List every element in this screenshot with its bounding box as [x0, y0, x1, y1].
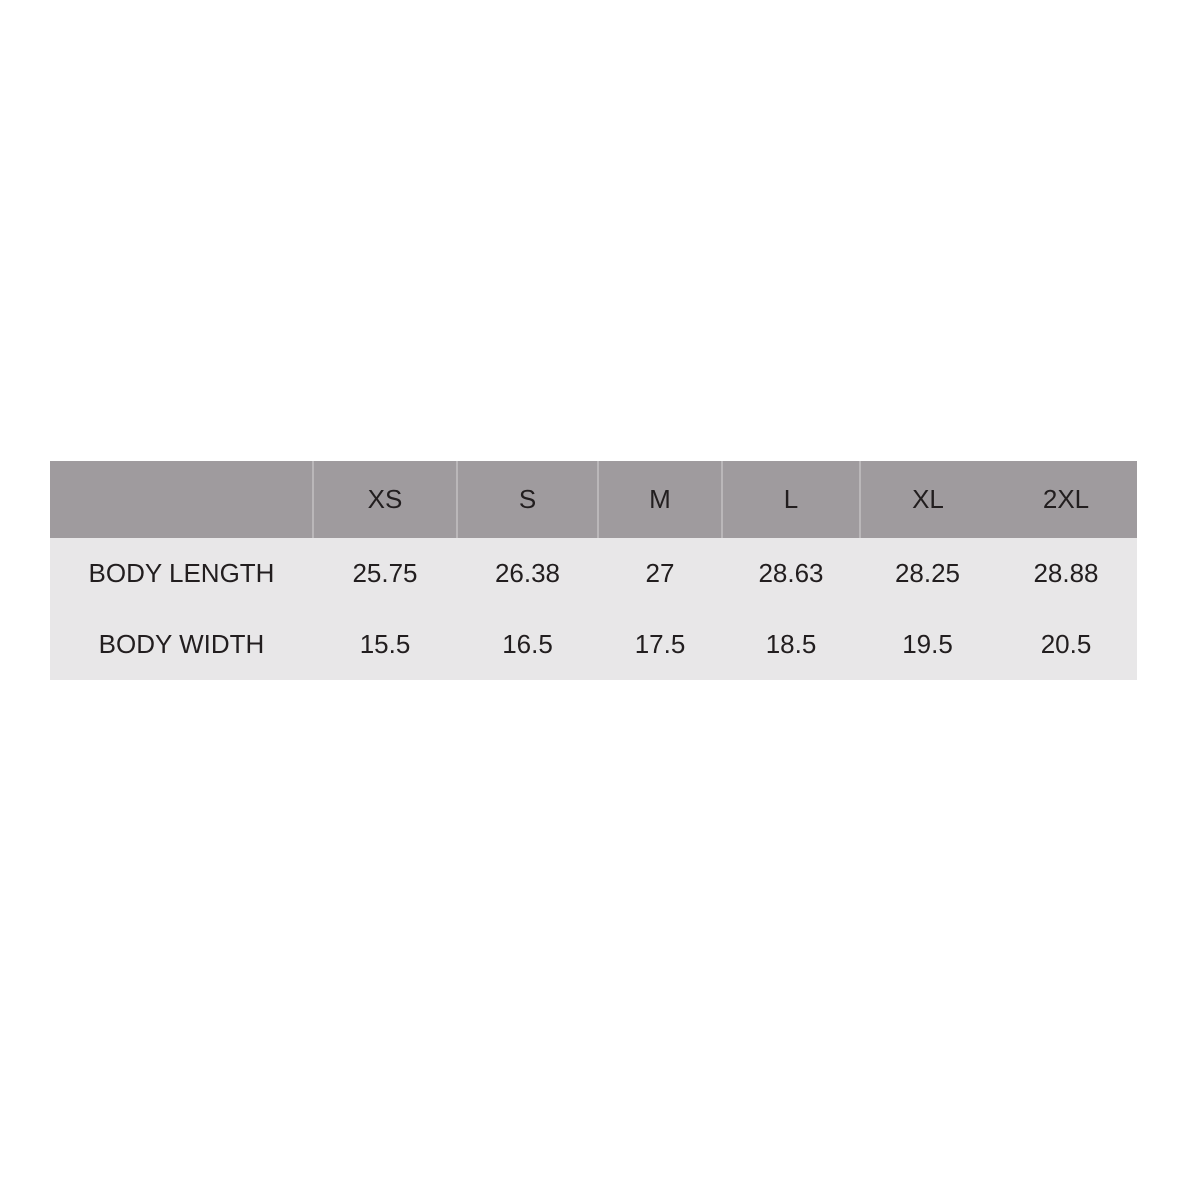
body-width-m-value: 17.5 — [634, 629, 686, 659]
size-chart: XS S M L XL 2XL BODY LENGTH 25.75 26.38 … — [50, 461, 1137, 680]
body-length-xl-value: 28.25 — [894, 558, 961, 588]
body-width-xl-value: 19.5 — [902, 629, 953, 659]
body-length-l-value: 28.63 — [758, 558, 824, 588]
body-width-2xl-value: 20.5 — [1040, 629, 1092, 659]
size-column-header-xs: XS — [312, 461, 457, 538]
table-row-body-width: BODY WIDTH 15.5 16.5 17.5 18.5 19.5 20.5 — [50, 609, 1137, 680]
row-label-body-width: BODY WIDTH — [98, 629, 265, 659]
row-label-body-length: BODY LENGTH — [88, 558, 275, 588]
body-width-s-value: 16.5 — [502, 629, 553, 659]
size-column-header-s: S — [456, 461, 598, 538]
body-length-2xl-value: 28.88 — [1033, 558, 1099, 588]
body-length-s-value: 26.38 — [494, 558, 561, 588]
size-column-header-2xl: 2XL — [1042, 484, 1090, 514]
body-width-xs-value: 15.5 — [359, 629, 411, 659]
size-column-header-m: M — [597, 461, 722, 538]
size-chart-header-row: XS S M L XL 2XL — [50, 461, 1137, 538]
body-width-l-value: 18.5 — [765, 629, 817, 659]
size-column-header-l: L — [721, 461, 860, 538]
size-chart-corner-cell — [50, 461, 313, 538]
body-length-xs-value: 25.75 — [352, 558, 418, 588]
body-length-m-value: 27 — [645, 558, 675, 588]
size-chart-table: XS S M L XL 2XL BODY LENGTH 25.75 26.38 … — [50, 461, 1137, 680]
size-column-header-xl: XL — [859, 461, 995, 538]
table-row-body-length: BODY LENGTH 25.75 26.38 27 28.63 28.25 2… — [50, 538, 1137, 609]
